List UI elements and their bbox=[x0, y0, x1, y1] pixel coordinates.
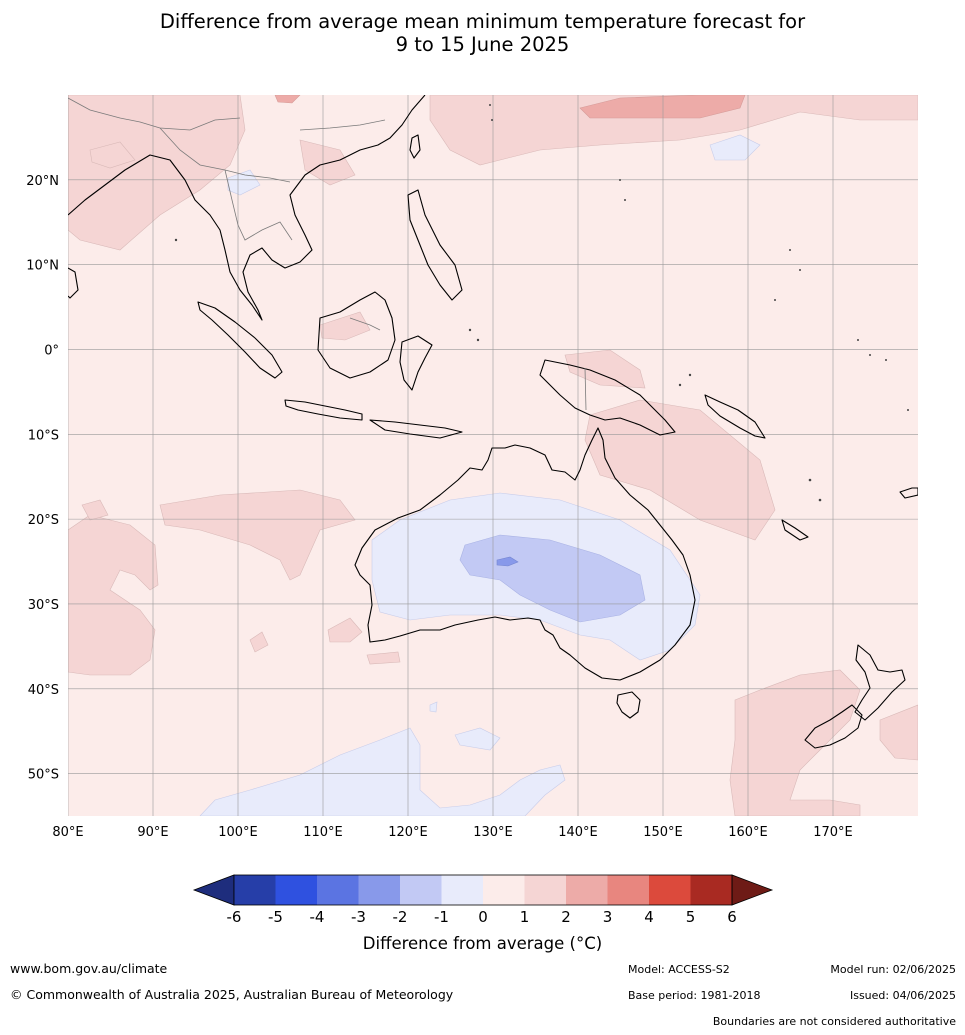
colorbar-segment bbox=[358, 875, 401, 905]
colorbar-tick-label: -1 bbox=[434, 908, 449, 926]
colorbar-tick-label: -4 bbox=[310, 908, 325, 926]
title-line-2: 9 to 15 June 2025 bbox=[395, 33, 570, 56]
fiji-coast bbox=[899, 487, 918, 499]
anomaly-1-to-2-regions bbox=[68, 95, 918, 816]
lat-label: 10°S bbox=[28, 428, 59, 443]
sulawesi-coast bbox=[399, 335, 433, 391]
colorbar-tick-label: 0 bbox=[478, 908, 488, 926]
anomaly-2-to-3-regions bbox=[274, 95, 746, 119]
tasmania-coast bbox=[616, 691, 641, 719]
colorbar-tick-label: -3 bbox=[351, 908, 366, 926]
colorbar-tick-label: 4 bbox=[644, 908, 654, 926]
new-guinea-coast bbox=[539, 359, 676, 436]
colorbar-tick-label: -5 bbox=[268, 908, 283, 926]
forecast-map: 80°E 90°E 100°E 110°E 120°E 130°E 140°E 150°E 16… bbox=[26, 95, 918, 926]
colorbar-tick-label: 3 bbox=[603, 908, 613, 926]
colorbar-title: Difference from average (°C) bbox=[362, 934, 603, 953]
lon-label: 130°E bbox=[473, 825, 513, 840]
lat-label: 0° bbox=[44, 343, 59, 358]
colorbar-segment bbox=[317, 875, 359, 905]
colorbar-segment bbox=[649, 875, 691, 905]
colorbar-segment bbox=[524, 875, 567, 905]
colorbar-outline bbox=[233, 874, 733, 906]
new-zealand-north bbox=[854, 644, 906, 721]
solomons-coast bbox=[704, 394, 766, 439]
colorbar-tick-label: 2 bbox=[561, 908, 571, 926]
colorbar-extend-high bbox=[731, 874, 774, 906]
gridlines bbox=[68, 95, 918, 816]
colorbar bbox=[192, 874, 774, 906]
lat-label: 10°N bbox=[26, 259, 59, 274]
asia-mainland-coast bbox=[68, 95, 426, 321]
country-borders bbox=[68, 97, 587, 411]
colorbar-tick-label: -6 bbox=[227, 908, 242, 926]
colorbar-segment bbox=[483, 875, 525, 905]
java-coast bbox=[284, 399, 363, 421]
lon-label: 100°E bbox=[218, 825, 258, 840]
lat-label: 50°S bbox=[28, 768, 59, 783]
colorbar-tick-labels: -6 -5 -4 -3 -2 -1 0 1 2 3 4 5 6 bbox=[227, 908, 737, 926]
colorbar-tick-label: 6 bbox=[727, 908, 737, 926]
lon-label: 110°E bbox=[303, 825, 343, 840]
lat-label: 20°N bbox=[26, 174, 59, 189]
sumatra-coast bbox=[197, 301, 283, 379]
colorbar-segment bbox=[607, 875, 650, 905]
australia-coast bbox=[354, 427, 696, 681]
colorbar-segment bbox=[234, 875, 276, 905]
lon-label: 170°E bbox=[813, 825, 853, 840]
lat-label: 20°S bbox=[28, 513, 59, 528]
longitude-labels: 80°E 90°E 100°E 110°E 120°E 130°E 140°E 150°E 16… bbox=[52, 825, 852, 840]
colorbar-tick-label: -2 bbox=[393, 908, 408, 926]
colorbar-tick-label: 1 bbox=[520, 908, 530, 926]
boundaries-disclaimer: Boundaries are not considered authoritat… bbox=[712, 1015, 956, 1028]
lon-label: 80°E bbox=[52, 825, 83, 840]
colorbar-extend-low bbox=[192, 874, 235, 906]
colorbar-segment bbox=[400, 875, 442, 905]
new-zealand-south bbox=[804, 704, 863, 749]
model-run-date: Model run: 02/06/2025 bbox=[830, 963, 956, 976]
colorbar-segment bbox=[275, 875, 318, 905]
small-islands bbox=[174, 104, 909, 502]
coastlines bbox=[68, 95, 918, 749]
sri-lanka-coast bbox=[68, 267, 79, 299]
title-line-1: Difference from average mean minimum tem… bbox=[159, 10, 806, 33]
philippines-coast bbox=[407, 189, 463, 301]
lat-label: 40°S bbox=[28, 683, 59, 698]
colorbar-segment bbox=[690, 875, 733, 905]
lesser-sunda-coast bbox=[369, 419, 463, 439]
lon-label: 140°E bbox=[558, 825, 598, 840]
base-period: Base period: 1981-2018 bbox=[628, 989, 761, 1002]
anomaly-minus-2-to-minus-1-region bbox=[459, 534, 646, 623]
map-title: Difference from average mean minimum tem… bbox=[0, 10, 965, 56]
lon-label: 150°E bbox=[643, 825, 683, 840]
lat-label: 30°S bbox=[28, 598, 59, 613]
website-link[interactable]: www.bom.gov.au/climate bbox=[10, 961, 168, 976]
new-caledonia-coast bbox=[781, 519, 809, 541]
issued-date: Issued: 04/06/2025 bbox=[849, 989, 956, 1002]
map-area bbox=[68, 95, 918, 816]
lon-label: 90°E bbox=[137, 825, 168, 840]
lon-label: 120°E bbox=[388, 825, 428, 840]
colorbar-segment bbox=[566, 875, 608, 905]
model-name: Model: ACCESS-S2 bbox=[628, 963, 730, 976]
copyright-text: © Commonwealth of Australia 2025, Austra… bbox=[10, 987, 454, 1002]
latitude-labels: 20°N 10°N 0° 10°S 20°S 30°S 40°S 50°S bbox=[26, 174, 59, 783]
anomaly-minus-3-to-minus-2-region bbox=[496, 556, 519, 567]
borneo-coast bbox=[317, 291, 396, 379]
colorbar-tick-label: 5 bbox=[686, 908, 696, 926]
lon-label: 160°E bbox=[728, 825, 768, 840]
colorbar-segment bbox=[441, 875, 484, 905]
taiwan-coast bbox=[409, 134, 421, 159]
